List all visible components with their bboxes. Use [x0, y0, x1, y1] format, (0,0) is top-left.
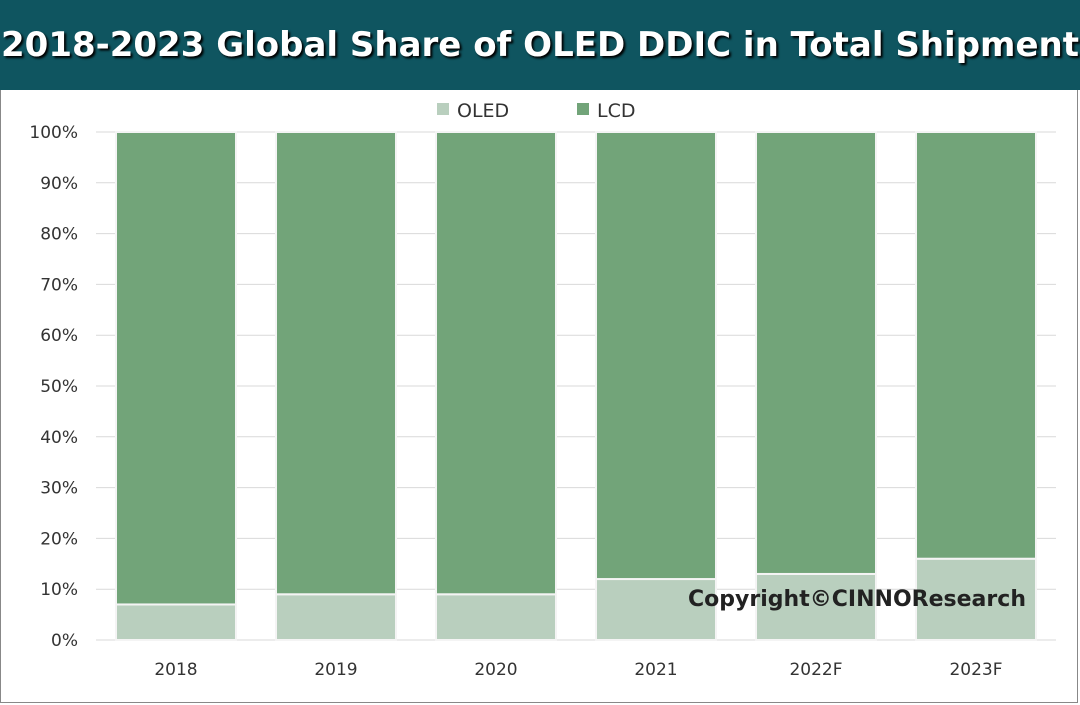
- x-tick-label: 2018: [154, 660, 197, 680]
- y-tick-label: 30%: [40, 479, 78, 499]
- bar-oled: [595, 578, 717, 641]
- y-tick-label: 60%: [40, 326, 78, 346]
- x-tick-label: 2019: [314, 660, 357, 680]
- y-tick-label: 40%: [40, 428, 78, 448]
- title-bar: 2018-2023 Global Share of OLED DDIC in T…: [0, 0, 1080, 90]
- bar-oled: [755, 572, 877, 642]
- copyright-annotation: Copyright©CINNOResearch: [688, 587, 1026, 612]
- y-tick-label: 90%: [40, 174, 78, 194]
- chart-title: 2018-2023 Global Share of OLED DDIC in T…: [1, 25, 1079, 65]
- bar-oled: [435, 593, 557, 642]
- legend-swatch-lcd: [577, 103, 589, 115]
- x-tick-label: 2022F: [789, 660, 842, 680]
- legend-swatch-oled: [437, 103, 449, 115]
- y-tick-label: 50%: [40, 377, 78, 397]
- bar-lcd: [115, 131, 237, 606]
- bar-lcd: [915, 131, 1037, 560]
- x-tick-label: 2020: [474, 660, 517, 680]
- y-tick-label: 10%: [40, 580, 78, 600]
- y-tick-label: 80%: [40, 225, 78, 245]
- bar-lcd: [595, 131, 717, 581]
- bar-lcd: [435, 131, 557, 596]
- legend-label-lcd: LCD: [597, 100, 635, 122]
- y-tick-label: 0%: [51, 631, 78, 651]
- bar-oled: [115, 603, 237, 642]
- x-tick-label: 2021: [634, 660, 677, 680]
- bar-oled: [915, 557, 1037, 641]
- bar-lcd: [755, 131, 877, 575]
- y-tick-label: 70%: [40, 275, 78, 295]
- y-tick-label: 20%: [40, 529, 78, 549]
- x-tick-label: 2023F: [949, 660, 1002, 680]
- legend-label-oled: OLED: [457, 100, 509, 122]
- y-tick-label: 100%: [29, 123, 78, 143]
- bar-oled: [275, 593, 397, 642]
- bar-lcd: [275, 131, 397, 596]
